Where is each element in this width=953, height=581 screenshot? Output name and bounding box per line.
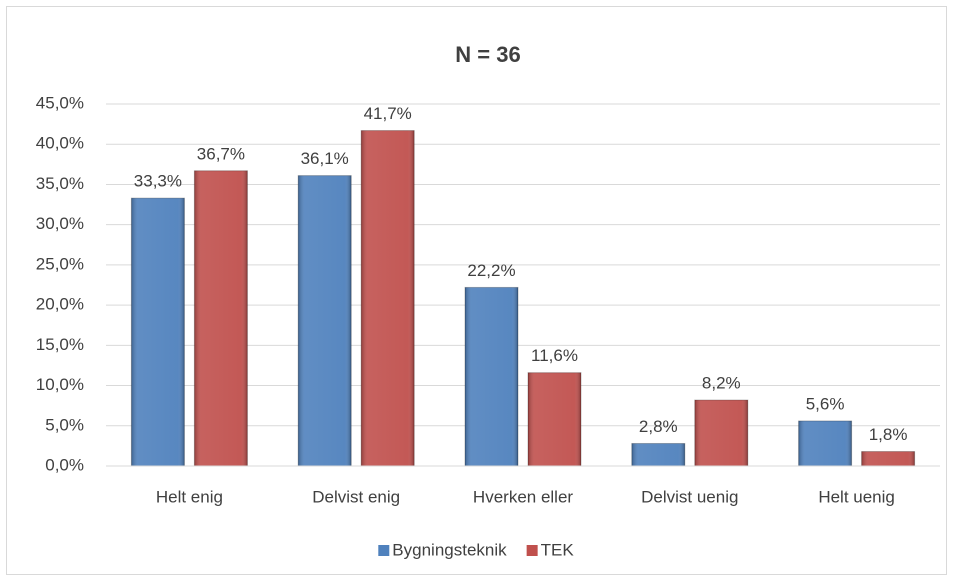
bar-group — [360, 130, 415, 467]
bar-shade — [194, 170, 248, 466]
bar-shade — [798, 420, 852, 466]
legend-swatch — [378, 545, 390, 556]
legend-label: Bygningsteknik — [392, 540, 507, 559]
bar-shade — [694, 400, 748, 466]
y-tick-label: 25,0% — [36, 254, 84, 273]
bar-group — [297, 175, 352, 467]
y-tick-label: 45,0% — [36, 93, 84, 112]
legend-swatch — [526, 545, 538, 556]
data-label: 11,6% — [531, 346, 578, 365]
bar-shade — [465, 287, 518, 466]
bar-group — [464, 286, 519, 467]
data-label: 8,2% — [702, 374, 741, 393]
bar-group — [193, 170, 248, 467]
x-tick-label: Hverken eller — [473, 487, 573, 506]
y-tick-label: 20,0% — [36, 295, 84, 314]
bar-group — [527, 372, 582, 467]
bar-group — [631, 442, 686, 467]
x-tick-label: Helt uenig — [818, 487, 895, 506]
bar-shade — [131, 198, 185, 466]
y-tick-label: 0,0% — [45, 455, 84, 474]
data-label: 2,8% — [639, 417, 678, 436]
y-tick-label: 5,0% — [45, 415, 84, 434]
x-tick-label: Helt enig — [156, 487, 223, 506]
y-tick-label: 15,0% — [36, 335, 84, 354]
y-tick-label: 40,0% — [36, 134, 84, 153]
data-label: 5,6% — [806, 394, 845, 413]
y-tick-label: 10,0% — [36, 375, 84, 394]
bar-group — [130, 197, 185, 467]
bar-shade — [298, 175, 352, 466]
data-label: 36,7% — [197, 144, 245, 163]
legend-label: TEK — [541, 540, 575, 559]
bar-shade — [631, 443, 685, 466]
bar-shade — [528, 372, 581, 466]
y-tick-label: 35,0% — [36, 174, 84, 193]
bar-group — [861, 451, 916, 467]
bar-group — [694, 399, 749, 467]
x-tick-label: Delvist uenig — [641, 487, 738, 506]
bar-shade — [861, 451, 915, 466]
y-tick-label: 30,0% — [36, 214, 84, 233]
bar-group — [798, 420, 853, 467]
data-label: 1,8% — [869, 425, 908, 444]
x-tick-label: Delvist enig — [312, 487, 400, 506]
bar-shade — [361, 130, 415, 466]
chart-title: N = 36 — [455, 42, 520, 67]
data-label: 22,2% — [467, 261, 515, 280]
data-label: 36,1% — [301, 149, 349, 168]
data-label: 41,7% — [364, 104, 412, 123]
data-label: 33,3% — [134, 172, 182, 191]
